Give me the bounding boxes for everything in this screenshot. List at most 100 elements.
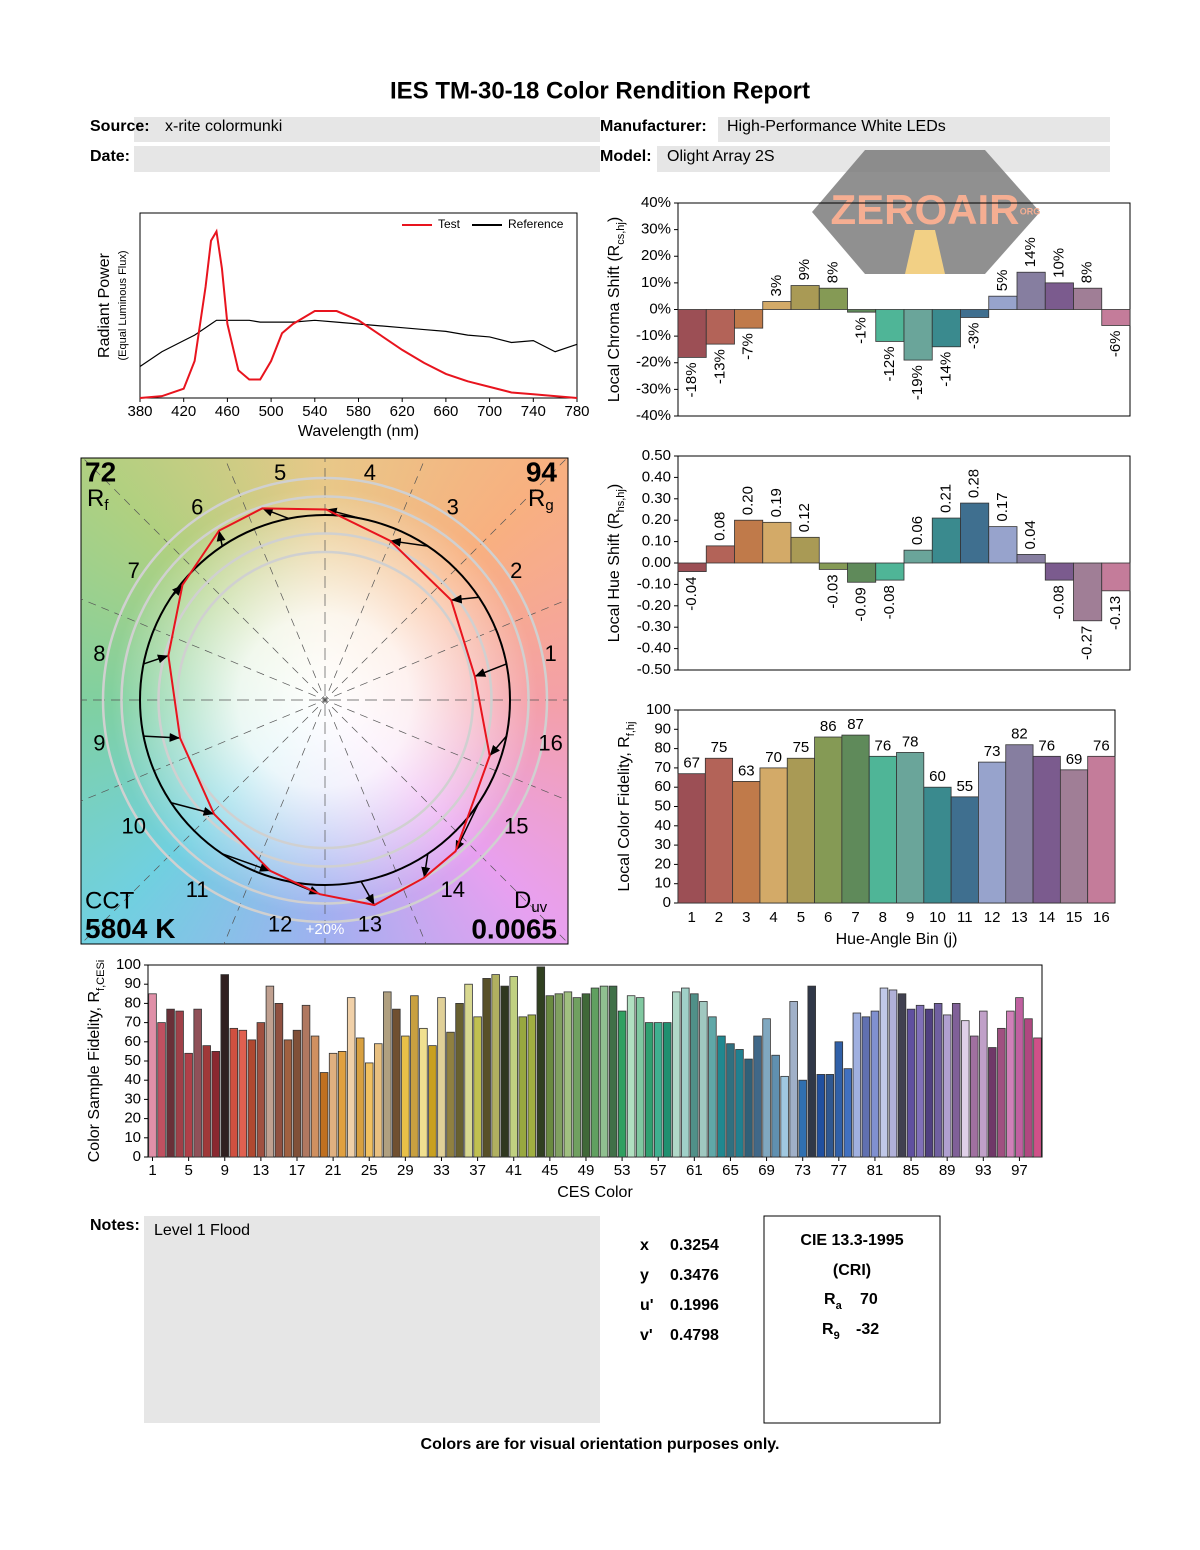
shift-arrow <box>143 654 169 665</box>
bar <box>283 1039 293 1158</box>
y-tick-label: 0.00 <box>642 554 671 571</box>
y-tick-label: 0.20 <box>642 511 671 528</box>
grid-circle <box>157 532 493 868</box>
value-label: -0.08 <box>881 585 898 619</box>
bar <box>328 1052 338 1158</box>
rg-symbol-part: g <box>545 497 553 514</box>
field-box <box>134 146 600 172</box>
bar <box>762 301 792 310</box>
bar <box>193 1008 202 1158</box>
bar <box>771 1054 780 1158</box>
value-label: 78 <box>902 733 919 750</box>
y-tick-label: 0.40 <box>642 468 671 485</box>
bar <box>970 1035 979 1158</box>
value-label: -0.04 <box>683 577 700 611</box>
y-tick-label: -0.10 <box>637 575 671 592</box>
x-tick-label: 9 <box>221 1162 229 1179</box>
x-tick-label: 380 <box>127 403 152 420</box>
bin-divider <box>84 459 326 701</box>
x-tick-label: 12 <box>984 909 1001 926</box>
bin-divider <box>84 699 326 941</box>
y-tick-label: -0.50 <box>637 661 671 678</box>
bin-label: 16 <box>538 731 562 756</box>
bar <box>988 526 1018 564</box>
bin-divider <box>81 598 326 701</box>
value-label: 70 <box>765 749 782 766</box>
bar <box>392 1008 401 1158</box>
bar <box>1032 755 1061 904</box>
shift-arrow <box>261 507 290 520</box>
chromaticity-label: y <box>640 1267 649 1284</box>
test-polygon <box>167 507 491 907</box>
x-tick-label: 7 <box>851 909 859 926</box>
value-label: 82 <box>1011 726 1028 743</box>
value-label: 76 <box>875 737 892 754</box>
bar <box>337 1051 347 1158</box>
bar <box>753 1035 762 1158</box>
shift-arrow <box>421 853 431 878</box>
bar <box>1016 554 1046 564</box>
bar <box>653 1022 663 1158</box>
bar <box>841 734 870 904</box>
x-tick-label: 53 <box>614 1162 631 1179</box>
x-axis-label: Hue-Angle Bin (j) <box>836 931 958 948</box>
bar <box>834 1041 844 1158</box>
bar <box>383 991 392 1158</box>
x-tick-label: 61 <box>686 1162 703 1179</box>
bar <box>903 309 933 361</box>
bar <box>726 1043 735 1158</box>
bar <box>265 985 275 1158</box>
y-tick-label: 40% <box>641 194 671 211</box>
bar <box>903 549 933 564</box>
bar <box>818 287 848 310</box>
value-label: 9% <box>796 259 813 281</box>
bar <box>672 991 681 1158</box>
chromaticity-label: v' <box>640 1327 653 1344</box>
bar <box>888 989 898 1158</box>
bar <box>211 1051 220 1158</box>
y-tick-label: 0% <box>649 300 671 317</box>
bar <box>545 995 555 1158</box>
bar <box>933 1003 943 1158</box>
bin-label: 14 <box>441 877 465 902</box>
field-value: Olight Array 2S <box>667 148 775 165</box>
x-tick-label: 13 <box>1011 909 1028 926</box>
value-label: -19% <box>909 365 926 400</box>
rg-value: 94 <box>526 456 558 487</box>
y-tick-label: 20 <box>654 855 671 872</box>
bar <box>238 1029 248 1158</box>
x-tick-label: 77 <box>830 1162 847 1179</box>
bar <box>1033 1037 1042 1158</box>
x-tick-label: 1 <box>148 1162 156 1179</box>
y-tick-label: 60 <box>124 1033 141 1050</box>
x-tick-label: 5 <box>797 909 805 926</box>
bar <box>735 1049 744 1158</box>
grid-circle <box>101 476 549 924</box>
y-axis-label-part: Local Chroma Shift (R <box>606 245 623 402</box>
y-axis-label-part: Local Color Fidelity, R <box>616 736 633 891</box>
y-tick-label: 70 <box>124 1014 141 1031</box>
x-axis-label: Wavelength (nm) <box>298 423 419 440</box>
bar <box>847 309 877 313</box>
shift-arrow <box>451 594 479 604</box>
bar <box>744 1058 753 1158</box>
bar <box>868 755 897 904</box>
x-tick-label: 57 <box>650 1162 667 1179</box>
field-box <box>134 117 600 142</box>
x-tick-label: 9 <box>906 909 914 926</box>
bin-divider <box>324 458 426 701</box>
bin-label: 2 <box>510 558 522 583</box>
bar <box>789 1001 798 1158</box>
field-label: Source: <box>90 118 150 135</box>
x-tick-label: 540 <box>302 403 327 420</box>
bar <box>825 1074 835 1158</box>
y-axis-label-part: ) <box>606 217 623 222</box>
bar <box>931 309 961 348</box>
bar <box>536 966 546 1158</box>
y-tick-label: 0.10 <box>642 533 671 550</box>
bar <box>734 309 764 329</box>
bar <box>663 1022 672 1158</box>
bar <box>786 757 815 904</box>
y-tick-label: 80 <box>124 994 141 1011</box>
